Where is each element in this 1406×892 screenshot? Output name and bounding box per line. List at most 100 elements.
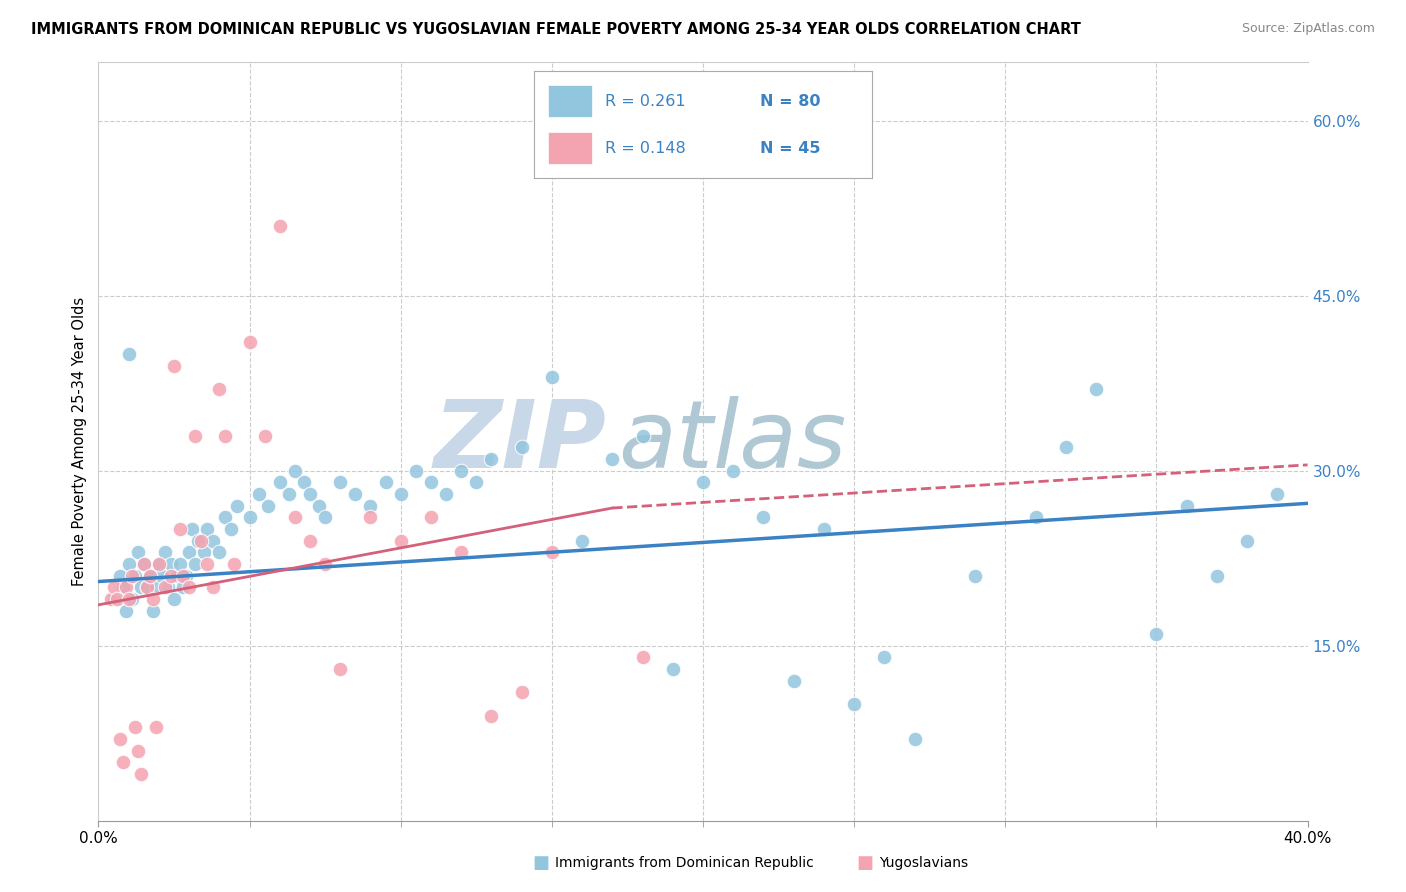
- Point: [1175, 499, 1198, 513]
- Point: [214, 510, 236, 524]
- Point: [169, 557, 191, 571]
- Point: [214, 428, 236, 442]
- Point: [389, 487, 412, 501]
- Point: [103, 592, 125, 607]
- Point: [752, 510, 775, 524]
- Text: ■: ■: [533, 855, 550, 872]
- Point: [100, 592, 122, 607]
- Text: IMMIGRANTS FROM DOMINICAN REPUBLIC VS YUGOSLAVIAN FEMALE POVERTY AMONG 25-34 YEA: IMMIGRANTS FROM DOMINICAN REPUBLIC VS YU…: [31, 22, 1081, 37]
- Point: [153, 580, 176, 594]
- Point: [132, 557, 155, 571]
- Point: [360, 510, 382, 524]
- Point: [195, 522, 218, 536]
- Point: [169, 522, 191, 536]
- Point: [329, 662, 352, 676]
- Point: [145, 720, 167, 734]
- Point: [139, 568, 162, 582]
- Point: [256, 499, 278, 513]
- Point: [114, 604, 136, 618]
- Point: [202, 533, 225, 548]
- Point: [163, 359, 186, 373]
- Point: [692, 475, 714, 490]
- Point: [540, 545, 562, 559]
- Point: [374, 475, 396, 490]
- Point: [239, 510, 262, 524]
- Point: [510, 441, 533, 455]
- Point: [631, 650, 654, 665]
- Point: [571, 533, 593, 548]
- Text: Yugoslavians: Yugoslavians: [879, 856, 967, 871]
- Point: [540, 370, 562, 384]
- Point: [202, 580, 225, 594]
- Point: [450, 545, 472, 559]
- Y-axis label: Female Poverty Among 25-34 Year Olds: Female Poverty Among 25-34 Year Olds: [72, 297, 87, 586]
- Point: [111, 756, 134, 770]
- Bar: [548, 132, 592, 164]
- Point: [510, 685, 533, 699]
- Point: [208, 545, 231, 559]
- Point: [405, 464, 427, 478]
- Point: [239, 335, 262, 350]
- Point: [221, 522, 243, 536]
- Bar: [548, 86, 592, 118]
- Point: [1144, 627, 1167, 641]
- Point: [481, 708, 503, 723]
- Point: [247, 487, 270, 501]
- Point: [965, 568, 987, 582]
- Point: [163, 592, 186, 607]
- Point: [111, 580, 134, 594]
- Point: [142, 604, 165, 618]
- Point: [389, 533, 412, 548]
- Text: atlas: atlas: [619, 396, 846, 487]
- Point: [723, 464, 745, 478]
- Text: R = 0.148: R = 0.148: [605, 141, 686, 156]
- Point: [174, 568, 197, 582]
- Point: [1267, 487, 1289, 501]
- Point: [150, 568, 173, 582]
- Point: [224, 557, 246, 571]
- Point: [160, 557, 183, 571]
- Point: [344, 487, 367, 501]
- Point: [1085, 382, 1108, 396]
- Point: [172, 568, 194, 582]
- Point: [208, 382, 231, 396]
- Point: [813, 522, 835, 536]
- Point: [118, 347, 141, 361]
- Point: [114, 580, 136, 594]
- Point: [783, 673, 806, 688]
- Point: [103, 580, 125, 594]
- Point: [1206, 568, 1229, 582]
- Point: [181, 522, 204, 536]
- Point: [121, 568, 143, 582]
- Point: [269, 219, 291, 233]
- Point: [1236, 533, 1258, 548]
- Point: [226, 499, 249, 513]
- Point: [172, 580, 194, 594]
- Text: N = 80: N = 80: [761, 94, 821, 109]
- Point: [127, 545, 149, 559]
- Text: Source: ZipAtlas.com: Source: ZipAtlas.com: [1241, 22, 1375, 36]
- Point: [135, 580, 157, 594]
- Point: [360, 499, 382, 513]
- Point: [195, 557, 218, 571]
- Point: [904, 731, 927, 746]
- Text: N = 45: N = 45: [761, 141, 821, 156]
- Point: [148, 557, 170, 571]
- Point: [450, 464, 472, 478]
- Point: [166, 568, 188, 582]
- Point: [420, 475, 443, 490]
- Point: [187, 533, 209, 548]
- Point: [420, 510, 443, 524]
- Point: [602, 452, 624, 467]
- Point: [284, 464, 307, 478]
- Point: [465, 475, 488, 490]
- Point: [308, 499, 330, 513]
- Point: [299, 487, 322, 501]
- Point: [481, 452, 503, 467]
- Point: [190, 533, 212, 548]
- Point: [105, 592, 128, 607]
- Point: [129, 767, 152, 781]
- Point: [661, 662, 683, 676]
- Point: [145, 580, 167, 594]
- Point: [139, 568, 162, 582]
